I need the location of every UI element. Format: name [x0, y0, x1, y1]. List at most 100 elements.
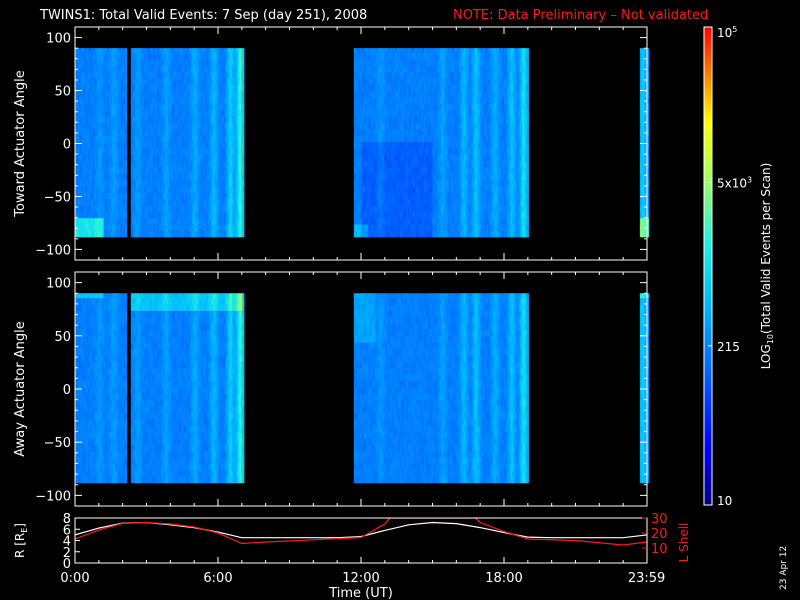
heatmap-cell: [186, 204, 189, 212]
heatmap-cell: [172, 147, 175, 155]
heatmap-cell: [92, 103, 95, 111]
heatmap-cell: [97, 141, 100, 149]
heatmap-cell: [199, 185, 202, 193]
heatmap-cell: [82, 122, 85, 130]
heatmap-cell: [172, 154, 175, 162]
heatmap-cell: [173, 217, 176, 225]
heatmap-cell: [163, 141, 166, 149]
heatmap-cell: [156, 122, 159, 130]
heatmap-cell: [193, 109, 196, 117]
heatmap-cell: [165, 122, 168, 130]
heatmap-cell: [102, 173, 105, 181]
heatmap-cell: [149, 185, 152, 193]
heatmap-cell: [103, 179, 106, 187]
heatmap-cell: [163, 223, 166, 231]
heatmap-cell: [100, 71, 103, 79]
heatmap-cell: [179, 58, 182, 66]
heatmap-cell: [169, 77, 172, 85]
heatmap-cell: [92, 48, 95, 54]
heatmap-cell: [146, 135, 149, 142]
heatmap-cell: [173, 48, 176, 54]
heatmap-cell: [169, 160, 172, 168]
heatmap-cell: [90, 160, 93, 168]
heatmap-cell: [180, 103, 183, 111]
heatmap-cell: [172, 115, 175, 123]
heatmap-cell: [185, 84, 188, 92]
heatmap-cell: [123, 230, 126, 238]
heatmap-cell: [195, 128, 198, 136]
heatmap-cell: [82, 230, 85, 238]
heatmap-cell: [106, 48, 109, 54]
heatmap-cell: [123, 223, 126, 231]
heatmap-cell: [147, 122, 150, 130]
heatmap-cell: [139, 71, 142, 79]
heatmap-cell: [153, 71, 156, 79]
heatmap-cell: [183, 48, 186, 54]
heatmap-cell: [115, 160, 118, 168]
heatmap-cell: [242, 52, 245, 60]
heatmap-cell: [112, 103, 115, 111]
heatmap-cell: [106, 109, 109, 117]
heatmap-cell: [169, 48, 172, 54]
heatmap-cell: [157, 185, 160, 193]
heatmap-cell: [115, 128, 118, 136]
heatmap-cell: [173, 52, 176, 60]
heatmap-cell: [80, 84, 83, 92]
heatmap-cell: [156, 160, 159, 168]
heatmap-cell: [242, 166, 245, 174]
heatmap-cell: [166, 160, 169, 168]
heatmap-cell: [102, 128, 105, 136]
heatmap-cell: [176, 173, 179, 181]
heatmap-cell: [123, 52, 126, 60]
heatmap-cell: [107, 90, 110, 98]
heatmap-cell: [163, 71, 166, 79]
heatmap-cell: [147, 147, 150, 155]
heatmap-cell: [95, 84, 98, 92]
heatmap-cell: [177, 147, 180, 155]
heatmap-cell: [197, 58, 201, 66]
heatmap-cell: [110, 65, 113, 73]
heatmap-cell: [183, 52, 186, 60]
heatmap-cell: [192, 230, 195, 238]
heatmap-cell: [139, 84, 142, 92]
heatmap-cell: [109, 90, 112, 98]
heatmap-cell: [200, 52, 203, 60]
heatmap-cell: [197, 160, 201, 168]
heatmap-cell: [159, 147, 162, 155]
heatmap-cell: [137, 160, 140, 168]
heatmap-cell: [147, 115, 150, 123]
heatmap-cell: [153, 217, 156, 225]
heatmap-cell: [97, 96, 100, 104]
heatmap-cell: [92, 84, 95, 92]
heatmap-cell: [96, 128, 99, 136]
heatmap-cell: [89, 223, 92, 231]
heatmap-cell: [120, 141, 123, 149]
heatmap-cell: [193, 77, 196, 85]
heatmap-cell: [75, 135, 78, 142]
heatmap-cell: [196, 65, 199, 73]
heatmap-cell: [97, 223, 100, 231]
heatmap-cell: [113, 90, 116, 98]
heatmap-cell: [189, 185, 192, 193]
heatmap-cell: [99, 135, 102, 142]
heatmap-cell: [175, 230, 178, 238]
heatmap-cell: [106, 160, 109, 168]
heatmap-cell: [189, 52, 192, 60]
heatmap-cell: [157, 211, 160, 219]
heatmap-cell: [162, 58, 165, 66]
heatmap-cell: [80, 135, 83, 142]
heatmap-cell: [189, 122, 192, 130]
heatmap-cell: [82, 65, 85, 73]
heatmap-cell: [175, 65, 178, 73]
heatmap-cell: [160, 84, 163, 92]
heatmap-cell: [169, 211, 172, 219]
heatmap-cell: [80, 192, 83, 200]
heatmap-cell: [132, 128, 135, 136]
heatmap-cell: [175, 77, 178, 85]
heatmap-cell: [183, 115, 186, 123]
heatmap-cell: [165, 198, 168, 206]
heatmap-cell: [173, 179, 176, 187]
heatmap-cell: [109, 128, 112, 136]
heatmap-cell: [157, 141, 160, 149]
